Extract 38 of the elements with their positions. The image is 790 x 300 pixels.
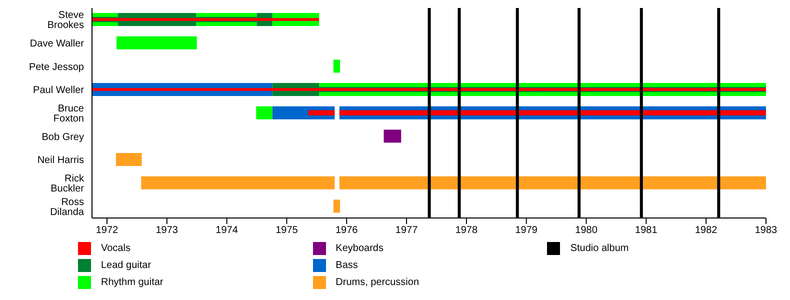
bar: [339, 110, 766, 116]
bar: [256, 106, 272, 120]
y-tick-label: Bob Grey: [42, 132, 84, 143]
y-tick-label: Paul Weller: [33, 85, 85, 96]
y-tick-label: Bruce Foxton: [53, 104, 84, 125]
x-tick-label: 1973: [156, 225, 178, 236]
bar: [339, 176, 766, 190]
bar: [333, 60, 340, 73]
x-tick-label: 1981: [635, 225, 658, 236]
y-tick-label: Pete Jessop: [28, 62, 84, 73]
legend-label: Studio album: [570, 243, 629, 254]
legend-label: Keyboards: [336, 243, 384, 254]
x-tick-label: 1975: [276, 225, 298, 236]
legend-label: Vocals: [101, 243, 130, 254]
bar: [116, 153, 142, 166]
y-tick-label: Dave Waller: [30, 38, 85, 50]
y-tick-label: Rick Buckler: [50, 174, 85, 195]
bar: [92, 18, 320, 21]
y-tick-label: Steve Brookes: [47, 10, 84, 32]
legend-label: Rhythm guitar: [101, 277, 164, 288]
x-tick-label: 1976: [335, 225, 358, 236]
y-tick-label: Neil Harris: [37, 155, 84, 166]
bar: [384, 130, 402, 143]
bar: [116, 36, 197, 50]
legend-label: Drums, percussion: [336, 277, 420, 288]
legend-label: Bass: [336, 260, 358, 271]
x-tick-label: 1983: [754, 225, 778, 236]
x-tick-label: 1979: [515, 225, 538, 236]
x-tick-label: 1977: [395, 225, 418, 236]
x-tick-label: 1982: [694, 225, 718, 236]
x-tick-label: 1974: [216, 225, 238, 236]
bar: [141, 176, 335, 190]
x-tick-label: 1980: [575, 225, 598, 236]
legend-label: Lead guitar: [101, 260, 152, 271]
x-tick-label: 1972: [96, 225, 119, 236]
y-tick-label: Ross Dilanda: [50, 196, 84, 218]
x-tick-label: 1978: [455, 225, 478, 236]
bar: [333, 200, 340, 213]
